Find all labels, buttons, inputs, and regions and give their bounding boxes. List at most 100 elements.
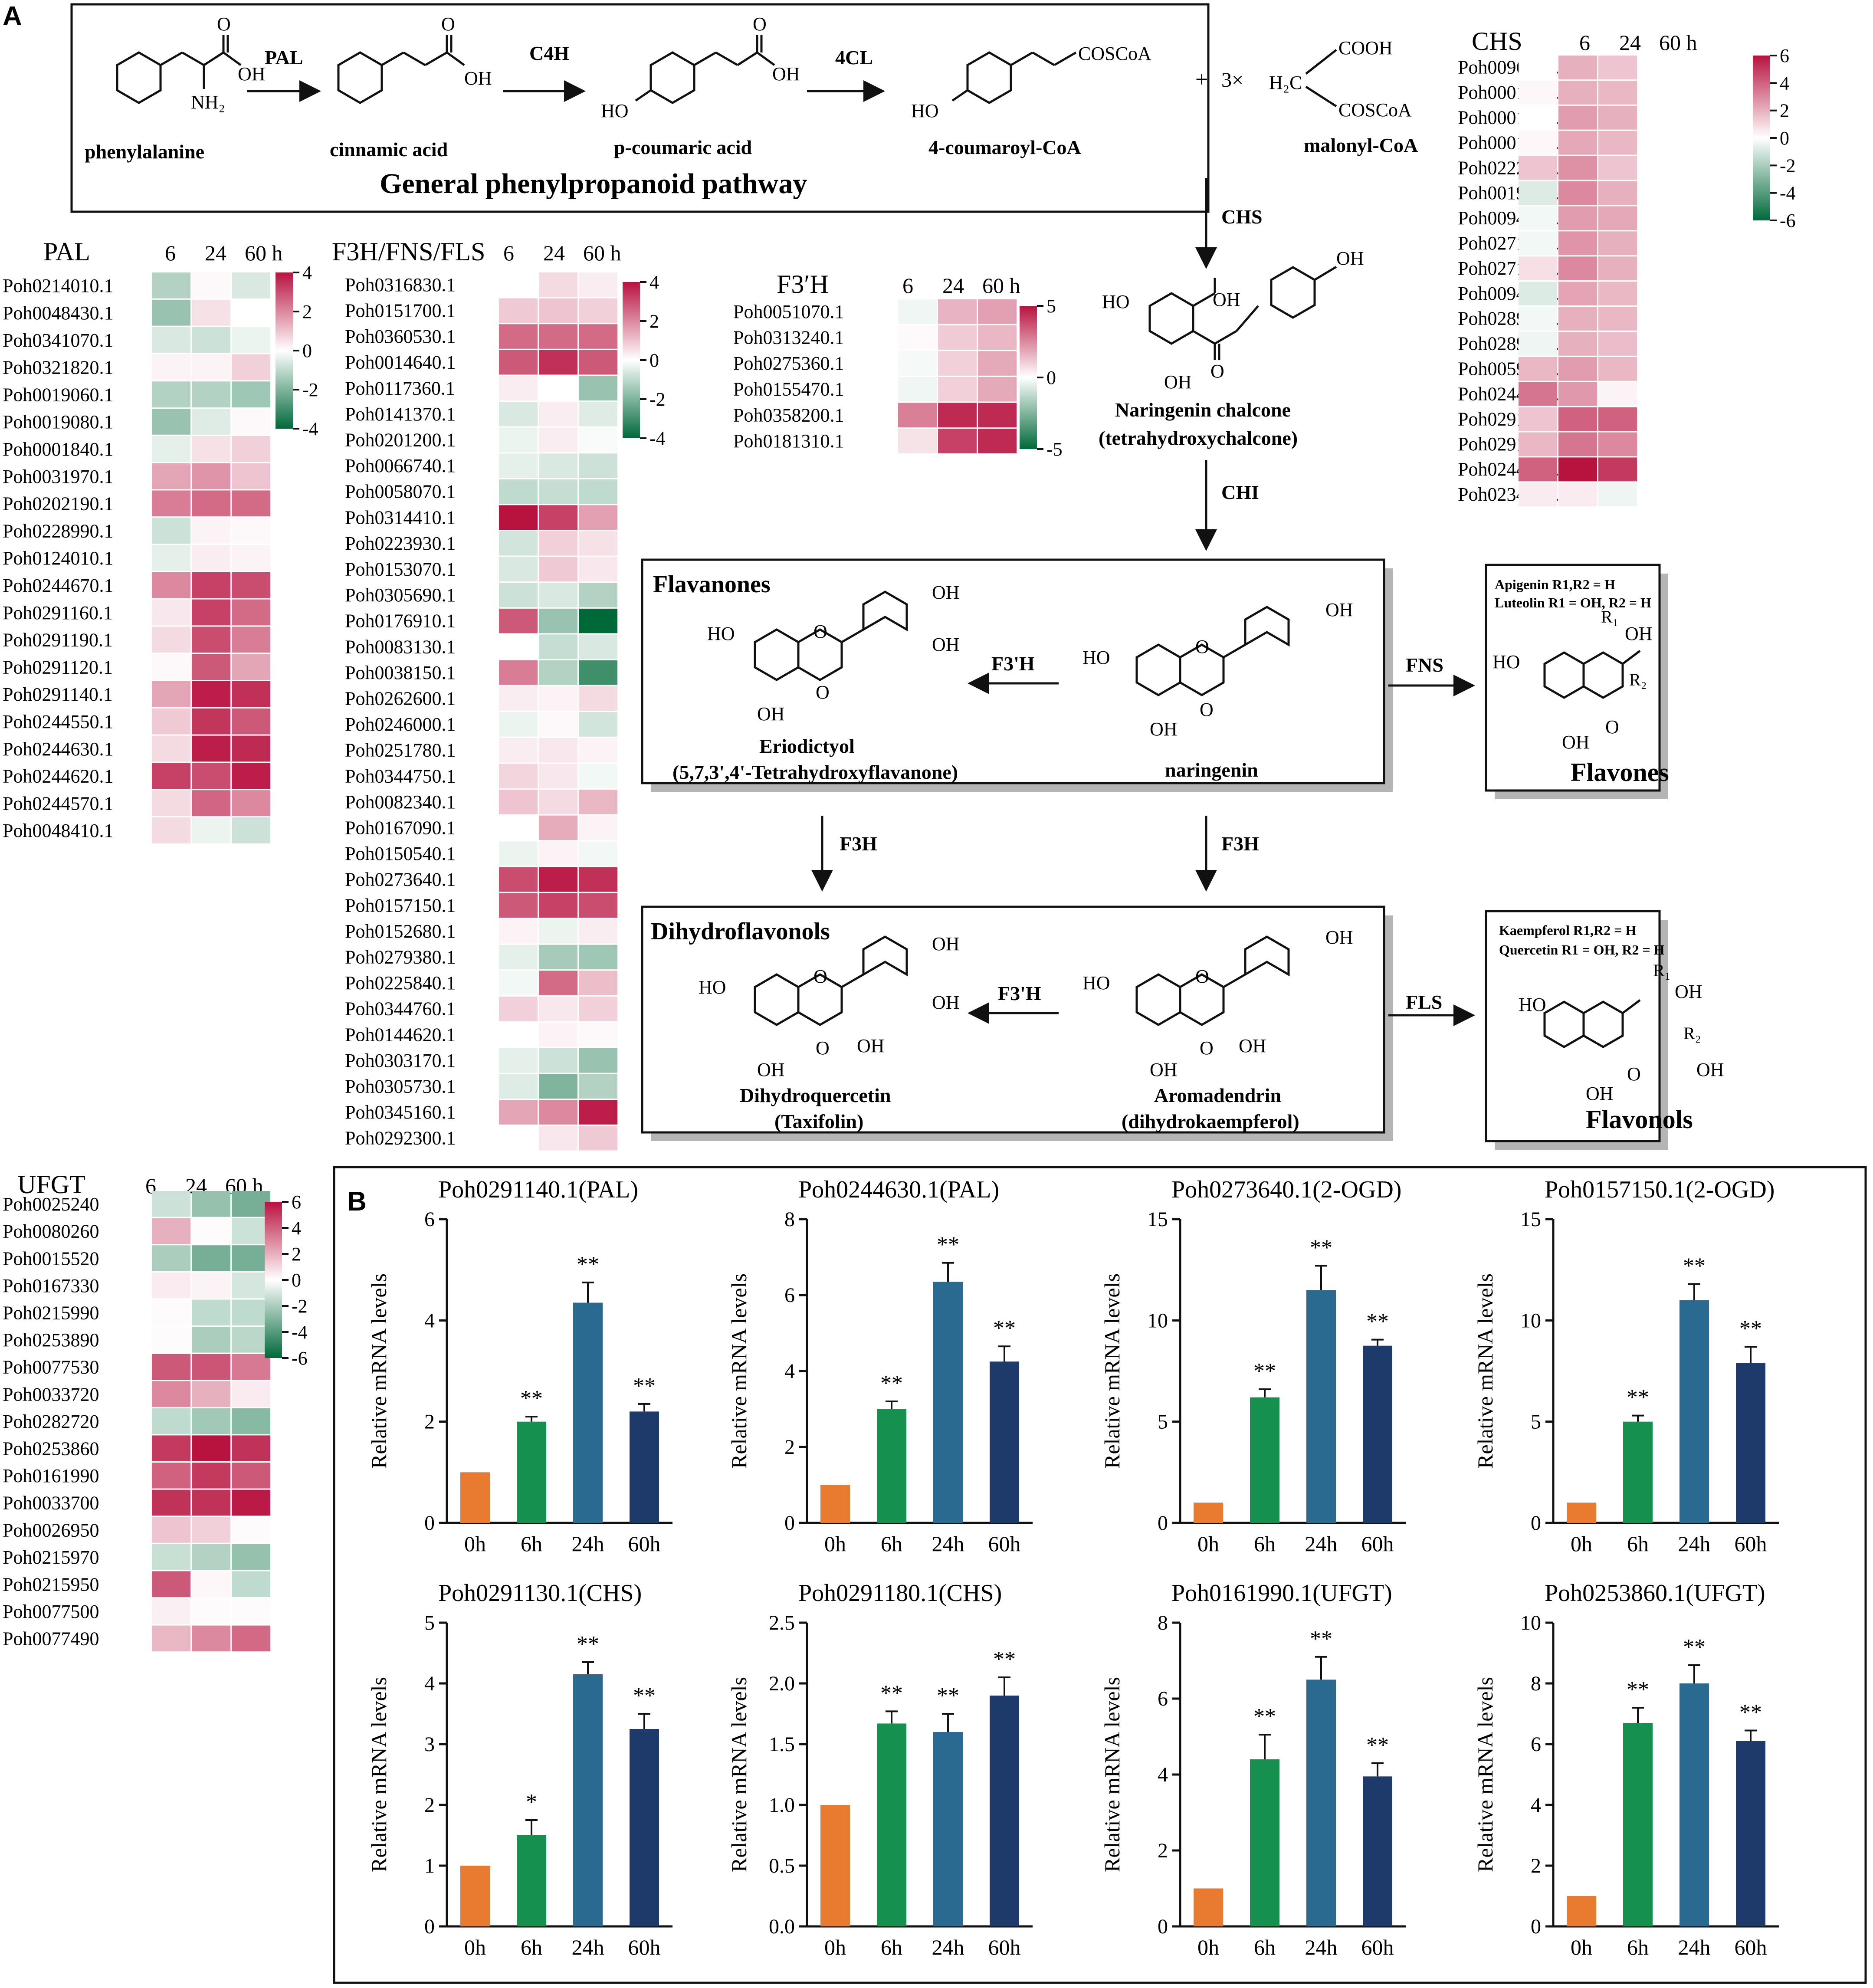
bar (990, 1696, 1019, 1926)
heatmap-cell (192, 1489, 230, 1516)
x-tick-label: 24h (932, 1935, 964, 1959)
aromadendrin-label: Aromadendrin (1154, 1084, 1281, 1106)
y-axis-label: Relative mRNA levels (1100, 1677, 1124, 1872)
heatmap-row-label: Poh0253890 (3, 1329, 99, 1351)
heatmap-cell (152, 1272, 190, 1299)
heatmap-cell (192, 1218, 230, 1244)
heatmap-time-label: 60 h (1659, 30, 1697, 55)
x-tick-label: 60h (628, 1532, 661, 1556)
heatmap-cell (232, 735, 270, 762)
heatmap-row-label: Poh0157150.1 (345, 895, 456, 916)
heatmap-cell (1519, 206, 1557, 230)
panel-letter-b: B (347, 1187, 367, 1217)
bar-chart: Poh0157150.1(2-OGD) 0 5 10 15 Relative mRNA l… (1473, 1176, 1779, 1556)
heatmap-legend-label: 6 (292, 1191, 301, 1213)
y-tick-label: 5 (1158, 1411, 1168, 1434)
heatmap-cell (539, 376, 577, 400)
svg-text:R₁: R₁ (1653, 961, 1671, 980)
heatmap-cell (978, 299, 1017, 324)
heatmap-cell (1598, 256, 1637, 281)
heatmap-cell (1558, 131, 1597, 155)
significance-mark: ** (633, 1374, 656, 1398)
y-tick-label: 8 (1158, 1611, 1168, 1634)
bar (517, 1421, 546, 1523)
heatmap-cell (499, 841, 538, 866)
heatmap-cell (539, 1074, 577, 1099)
heatmap-cell (499, 790, 538, 814)
heatmap-cell (579, 350, 617, 375)
heatmap-cell (152, 490, 190, 517)
x-tick-label: 60h (1735, 1935, 1767, 1959)
significance-mark: ** (1683, 1253, 1706, 1278)
flavones-heading: Flavones (1571, 758, 1669, 787)
bar (630, 1411, 659, 1523)
y-tick-label: 0 (1531, 1915, 1541, 1938)
y-tick-label: 10 (1147, 1309, 1168, 1332)
x-tick-label: 0h (824, 1935, 846, 1959)
heatmap-legend-label: 6 (1780, 45, 1789, 66)
heatmap-row-label: Poh0305690.1 (345, 584, 456, 606)
svg-text:OH: OH (1150, 718, 1178, 740)
enzyme-chi: CHI (1221, 481, 1259, 503)
y-tick-label: 3 (424, 1733, 435, 1756)
heatmap-cell (579, 1125, 617, 1151)
heatmap-cell (579, 402, 617, 426)
x-tick-label: 6h (881, 1532, 902, 1556)
heatmap-cell (1558, 382, 1597, 406)
heatmap-row-label: Poh0244630.1 (3, 738, 113, 760)
y-tick-label: 0 (424, 1512, 435, 1535)
heatmap-chs: CHS 6 24 60 hPoh0096230.1Poh0001810.1Poh000… (1458, 27, 1796, 507)
heatmap-cell (192, 790, 230, 816)
bar (1250, 1759, 1279, 1926)
heatmap-cell (1519, 407, 1557, 431)
svg-text:OH: OH (1164, 371, 1192, 393)
y-tick-label: 2 (1531, 1854, 1541, 1877)
heatmap-cell (1558, 457, 1597, 482)
heatmap-cell (938, 325, 977, 350)
svg-text:O: O (816, 1037, 830, 1059)
heatmap-cell (1598, 407, 1637, 431)
svg-text:OH: OH (757, 1059, 785, 1080)
x-tick-label: 24h (572, 1532, 604, 1556)
enzyme-chs: CHS (1221, 206, 1263, 228)
heatmap-cell (152, 1625, 190, 1652)
flavonols-note-2: Quercetin R1 = OH, R2 = H (1499, 942, 1665, 958)
flavanones-heading: Flavanones (653, 571, 771, 598)
heatmap-cell (579, 971, 617, 995)
svg-text:HO: HO (1492, 651, 1520, 673)
heatmap-row-label: Poh0058070.1 (345, 481, 456, 502)
y-tick-label: 0.5 (769, 1854, 795, 1877)
heatmap-cell (579, 531, 617, 556)
heatmap-row-label: Poh0358200.1 (733, 404, 844, 426)
heatmap-cell (1598, 357, 1637, 381)
heatmap-cell (192, 436, 230, 462)
heatmap-cell (579, 634, 617, 659)
heatmap-row-label: Poh0082340.1 (345, 791, 456, 813)
y-tick-label: 0 (424, 1915, 435, 1938)
heatmap-cell (579, 893, 617, 918)
heatmap-cell (499, 505, 538, 530)
dihydroflavonols-heading: Dihydroflavonols (651, 918, 830, 945)
eriodictyol-alias: (5,7,3',4'-Tetrahydroxyflavanone) (672, 761, 958, 783)
heatmap-row-label: Poh0026950 (3, 1519, 99, 1541)
heatmap-legend-label: 0 (292, 1270, 301, 1291)
heatmap-row-label: Poh0321820.1 (3, 357, 113, 378)
significance-mark: ** (577, 1252, 599, 1277)
phenylalanine-structure (116, 35, 242, 104)
svg-text:HO: HO (1519, 994, 1546, 1015)
flavonol-structure (1543, 999, 1641, 1048)
heatmap-cell (579, 324, 617, 349)
heatmap-legend-label: -6 (1780, 210, 1796, 231)
eriodictyol-label: Eriodictyol (759, 735, 855, 757)
heatmap-cell (192, 272, 230, 299)
heatmap-cell (232, 1571, 270, 1597)
heatmap-cell (1558, 231, 1597, 256)
x-tick-label: 60h (1361, 1935, 1394, 1959)
y-tick-label: 15 (1147, 1208, 1168, 1231)
heatmap-row-label: Poh0313240.1 (733, 327, 844, 348)
svg-text:OH: OH (1239, 1035, 1266, 1056)
heatmap-cell (499, 479, 538, 504)
heatmap-cell (539, 841, 577, 866)
x-tick-label: 6h (1627, 1532, 1649, 1556)
heatmap-legend-label: -5 (1046, 439, 1063, 460)
